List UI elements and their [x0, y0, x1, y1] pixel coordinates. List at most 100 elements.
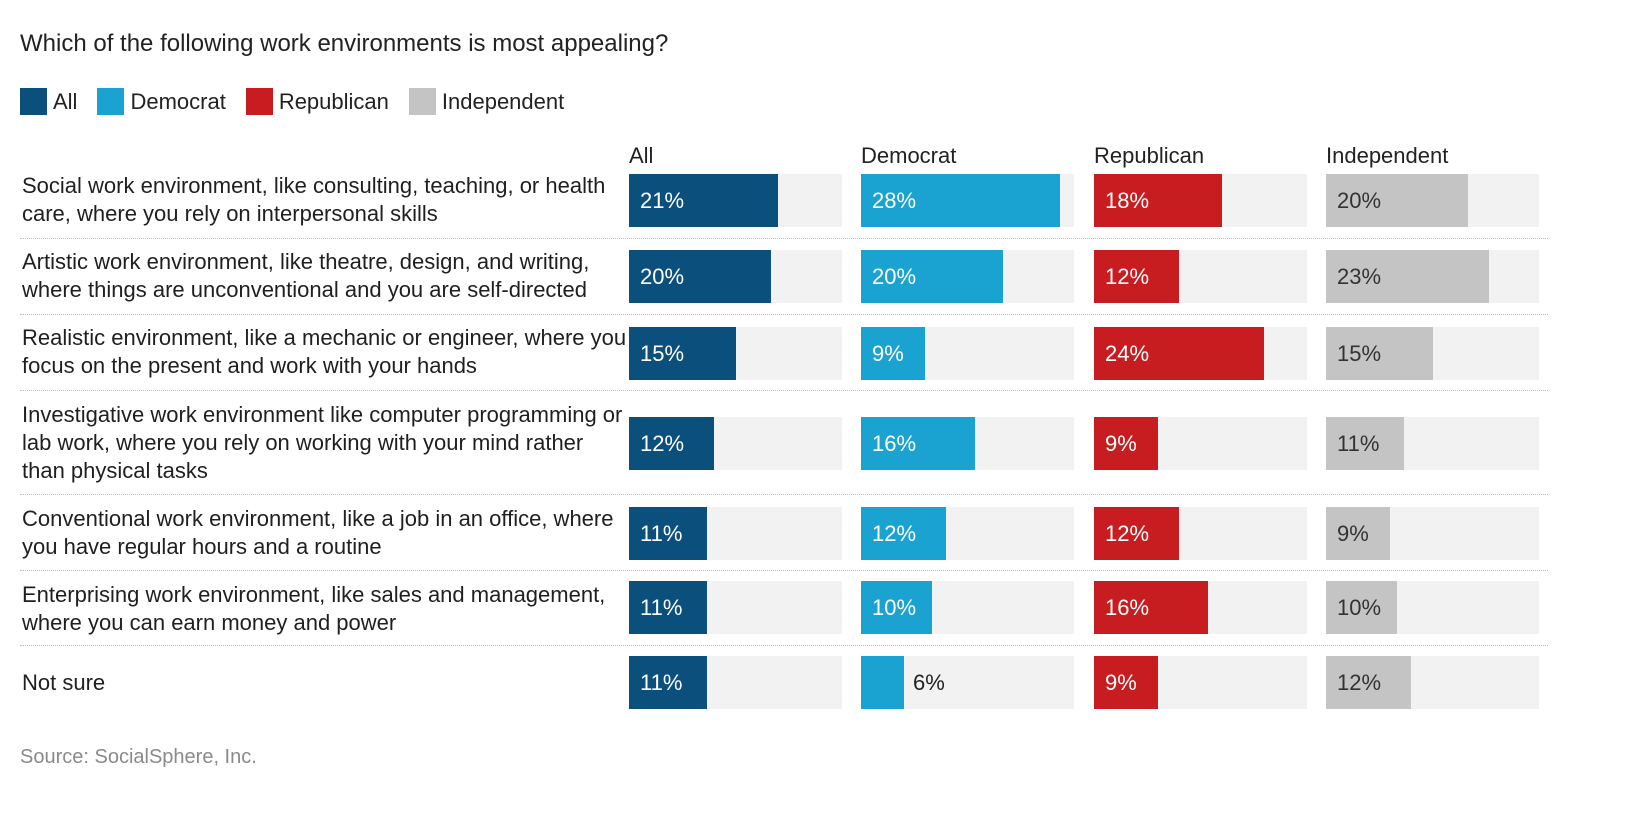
- legend-swatch-all: [20, 88, 47, 115]
- data-label-all: 21%: [640, 188, 685, 213]
- data-label-democrat: 20%: [872, 264, 917, 289]
- data-label-independent: 23%: [1337, 264, 1382, 289]
- data-label-democrat: 28%: [872, 188, 917, 213]
- row-label: Artistic work environment, like theatre,…: [22, 249, 590, 302]
- bar-track-republican: 16%: [1094, 581, 1307, 634]
- data-label-republican: 9%: [1105, 670, 1137, 695]
- bar-democrat: [861, 507, 946, 560]
- data-label-independent: 11%: [1337, 431, 1380, 456]
- bar-democrat: [861, 581, 932, 634]
- bar-track-all: 11%: [629, 507, 842, 560]
- bar-track-democrat: 6%: [861, 656, 1074, 709]
- bar-track-democrat: 10%: [861, 581, 1074, 634]
- bar-all: [629, 656, 707, 709]
- bar-track-all: 21%: [629, 174, 842, 227]
- bar-track-democrat: 28%: [861, 174, 1074, 227]
- bar-democrat: [861, 656, 904, 709]
- bar-democrat: [861, 250, 1003, 303]
- legend-label-independent: Independent: [441, 88, 565, 114]
- data-label-independent: 9%: [1337, 521, 1369, 546]
- bar-republican: [1094, 327, 1264, 380]
- data-label-independent: 12%: [1337, 670, 1382, 695]
- legend: All Democrat Republican Independent: [20, 88, 584, 115]
- legend-label-all: All: [53, 88, 78, 114]
- row-divider: [20, 238, 1548, 239]
- bar-all: [629, 417, 714, 470]
- bar-all: [629, 174, 778, 227]
- bar-republican: [1094, 417, 1158, 470]
- data-label-democrat: 16%: [872, 431, 917, 456]
- legend-item-republican: Republican: [245, 88, 389, 115]
- bar-all: [629, 507, 707, 560]
- legend-swatch-republican: [245, 88, 273, 115]
- data-label-independent: 10%: [1337, 595, 1382, 620]
- bar-independent: [1326, 507, 1390, 560]
- chart-title: Which of the following work environments…: [20, 30, 669, 57]
- bar-track-all: 11%: [629, 656, 842, 709]
- bar-all: [629, 250, 771, 303]
- bar-independent: [1326, 327, 1433, 380]
- data-label-all: 12%: [640, 431, 685, 456]
- bar-track-republican: 9%: [1094, 417, 1307, 470]
- bar-independent: [1326, 174, 1468, 227]
- row-divider: [20, 570, 1548, 571]
- bar-track-all: 11%: [629, 581, 842, 634]
- bar-independent: [1326, 250, 1489, 303]
- bar-republican: [1094, 656, 1158, 709]
- row-label: Investigative work environment like comp…: [22, 402, 623, 483]
- bar-track-independent: 15%: [1326, 327, 1539, 380]
- legend-label-democrat: Democrat: [130, 88, 226, 114]
- legend-swatch-democrat: [97, 88, 125, 115]
- data-label-independent: 20%: [1337, 188, 1382, 213]
- data-label-all: 20%: [640, 264, 685, 289]
- bar-track-republican: 18%: [1094, 174, 1307, 227]
- bar-track-all: 15%: [629, 327, 842, 380]
- row-divider: [20, 314, 1548, 315]
- bar-track-republican: 12%: [1094, 250, 1307, 303]
- bar-track-independent: 12%: [1326, 656, 1539, 709]
- bar-republican: [1094, 250, 1179, 303]
- data-label-democrat: 10%: [872, 595, 917, 620]
- data-label-republican: 16%: [1105, 595, 1150, 620]
- bar-independent: [1326, 581, 1397, 634]
- bar-track-democrat: 16%: [861, 417, 1074, 470]
- legend-label-republican: Republican: [278, 88, 389, 114]
- data-label-republican: 12%: [1105, 264, 1150, 289]
- row-divider: [20, 390, 1548, 391]
- column-header-republican: Republican: [1094, 143, 1205, 168]
- legend-item-all: All: [20, 88, 77, 115]
- bar-track-independent: 23%: [1326, 250, 1539, 303]
- source-note: Source: SocialSphere, Inc.: [20, 746, 257, 768]
- row-divider: [20, 645, 1548, 646]
- legend-swatch-independent: [408, 88, 436, 115]
- bar-track-democrat: 9%: [861, 327, 1074, 380]
- data-label-republican: 12%: [1105, 521, 1150, 546]
- bar-track-independent: 11%: [1326, 417, 1539, 470]
- data-label-all: 11%: [640, 521, 683, 546]
- row-divider: [20, 494, 1548, 495]
- row-label: Enterprising work environment, like sale…: [22, 582, 606, 635]
- legend-item-independent: Independent: [408, 88, 565, 115]
- data-label-republican: 9%: [1105, 431, 1137, 456]
- column-header-democrat: Democrat: [861, 143, 957, 168]
- bar-track-all: 20%: [629, 250, 842, 303]
- bar-track-republican: 12%: [1094, 507, 1307, 560]
- bar-track-all: 12%: [629, 417, 842, 470]
- bar-track-independent: 20%: [1326, 174, 1539, 227]
- bar-democrat: [861, 174, 1060, 227]
- column-header-all: All: [629, 143, 654, 168]
- bar-democrat: [861, 417, 975, 470]
- data-label-all: 15%: [640, 341, 685, 366]
- data-label-republican: 18%: [1105, 188, 1150, 213]
- bar-republican: [1094, 174, 1222, 227]
- data-label-independent: 15%: [1337, 341, 1382, 366]
- row-label: Conventional work environment, like a jo…: [22, 506, 614, 559]
- data-label-democrat: 6%: [913, 670, 945, 695]
- bar-all: [629, 327, 736, 380]
- legend-item-democrat: Democrat: [97, 88, 226, 115]
- bar-track-republican: 9%: [1094, 656, 1307, 709]
- bar-track-democrat: 12%: [861, 507, 1074, 560]
- data-label-republican: 24%: [1105, 341, 1150, 366]
- bar-republican: [1094, 581, 1208, 634]
- data-label-all: 11%: [640, 595, 683, 620]
